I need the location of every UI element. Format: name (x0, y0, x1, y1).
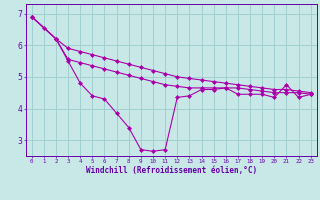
X-axis label: Windchill (Refroidissement éolien,°C): Windchill (Refroidissement éolien,°C) (86, 166, 257, 175)
